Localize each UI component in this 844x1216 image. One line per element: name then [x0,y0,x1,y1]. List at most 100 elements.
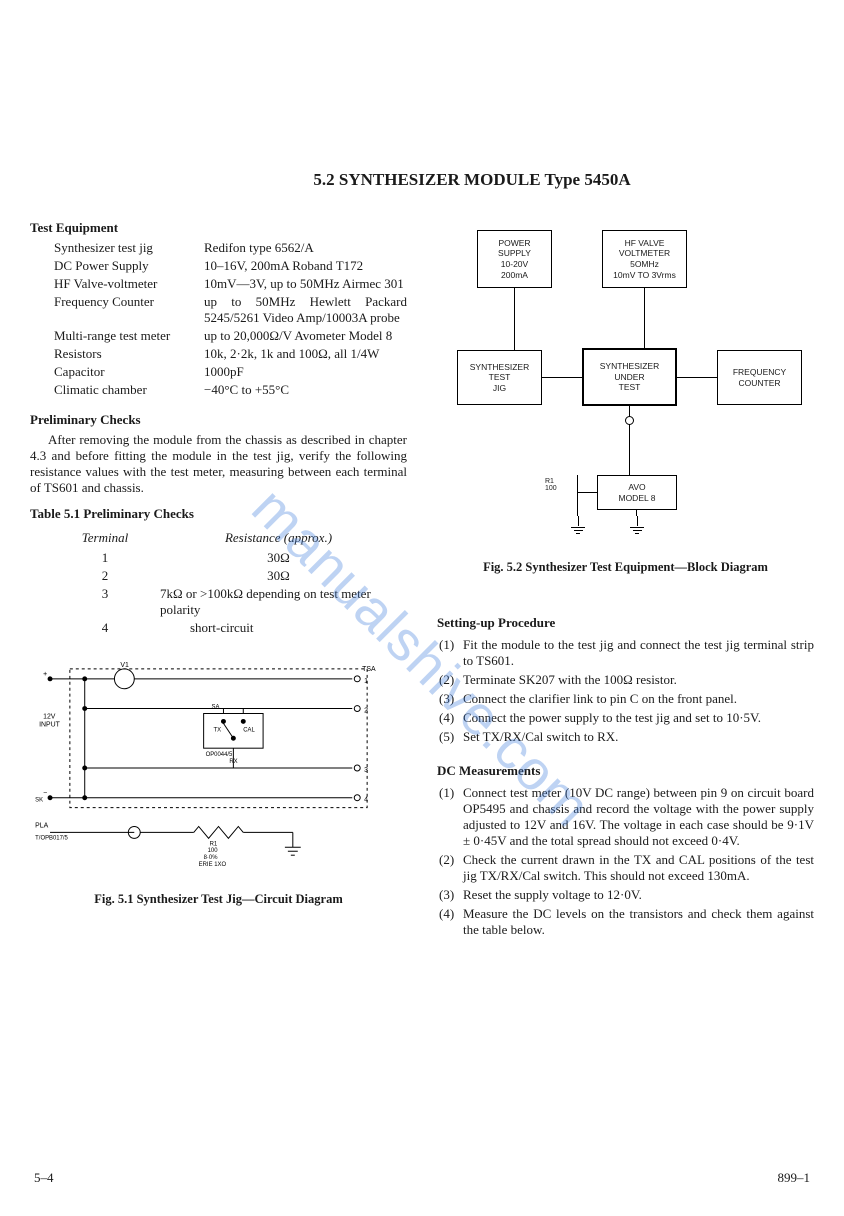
bd-connector [644,288,645,348]
bd-connector [636,510,637,516]
preliminary-checks-body: After removing the module from the chass… [30,432,407,496]
table-row: Climatic chamber−40°C to +55°C [54,382,407,398]
page-title: 5.2 SYNTHESIZER MODULE Type 5450A [130,170,814,190]
svg-text:ERIE 1XO: ERIE 1XO [199,862,227,868]
table-row: Capacitor1000pF [54,364,407,380]
svg-text:CAL: CAL [243,727,255,733]
equip-label: Capacitor [54,364,204,380]
two-column-layout: Test Equipment Synthesizer test jigRedif… [30,220,814,941]
cell: 2 [60,568,150,584]
list-item: (3)Connect the clarifier link to pin C o… [439,691,814,707]
bd-dut: SYNTHESIZERUNDERTEST [582,348,677,406]
equip-value: 1000pF [204,364,407,380]
table-row: 230Ω [60,568,407,584]
block-diagram-fig-5-2: POWERSUPPLY10-20V200mA HF VALVEVOLTMETER… [437,220,814,550]
equip-value: Redifon type 6562/A [204,240,407,256]
dc-measurements-heading: DC Measurements [437,763,814,779]
table-row: Multi-range test meterup to 20,000Ω/V Av… [54,328,407,344]
bd-connector [577,492,578,516]
equip-label: Multi-range test meter [54,328,204,344]
test-equipment-heading: Test Equipment [30,220,407,236]
bd-connector [542,377,582,378]
fig-5-1-caption: Fig. 5.1 Synthesizer Test Jig—Circuit Di… [30,892,407,907]
bd-connector [677,377,717,378]
equip-label: Frequency Counter [54,294,204,326]
svg-text:OP0044/5: OP0044/5 [206,752,233,758]
svg-text:4: 4 [364,797,368,804]
list-item: (2)Check the current drawn in the TX and… [439,852,814,884]
bd-voltmeter: HF VALVEVOLTMETER5OMHz10mV TO 3Vrms [602,230,687,288]
preliminary-checks-heading: Preliminary Checks [30,412,407,428]
page-number-right: 899–1 [778,1170,811,1186]
list-item: (3)Reset the supply voltage to 12·0V. [439,887,814,903]
equip-value: 10mV—3V, up to 50MHz Airmec 301 [204,276,407,292]
table-row: DC Power Supply10–16V, 200mA Roband T172 [54,258,407,274]
bd-avo: AVOMODEL 8 [597,475,677,510]
svg-text:+: + [43,671,47,678]
equip-value: −40°C to +55°C [204,382,407,398]
table-head: Terminal Resistance (approx.) [60,530,407,546]
table-row: 4short-circuit [60,620,407,636]
list-item: (1)Connect test meter (10V DC range) bet… [439,785,814,849]
table-row: 130Ω [60,550,407,566]
equip-value: up to 50MHz Hewlett Packard 5245/5261 Vi… [204,294,407,326]
svg-text:TSA: TSA [362,666,376,673]
table-5-1-heading: Table 5.1 Preliminary Checks [30,506,407,522]
cell: 30Ω [150,550,407,566]
svg-text:V1: V1 [120,662,129,669]
equip-label: Synthesizer test jig [54,240,204,256]
bd-frequency-counter: FREQUENCYCOUNTER [717,350,802,405]
left-column: Test Equipment Synthesizer test jigRedif… [30,220,407,941]
svg-text:12V: 12V [43,713,56,720]
table-row: 37kΩ or >100kΩ depending on test meter p… [60,586,407,618]
list-item: (5)Set TX/RX/Cal switch to RX. [439,729,814,745]
table-row: Frequency Counterup to 50MHz Hewlett Pac… [54,294,407,326]
setup-steps-list: (1)Fit the module to the test jig and co… [437,637,814,745]
bd-connector [577,475,578,493]
table-row: Synthesizer test jigRedifon type 6562/A [54,240,407,256]
equip-value: 10–16V, 200mA Roband T172 [204,258,407,274]
bd-connector [577,492,597,493]
dc-steps-list: (1)Connect test meter (10V DC range) bet… [437,785,814,938]
list-item: (2)Terminate SK207 with the 100Ω resisto… [439,672,814,688]
equip-label: Climatic chamber [54,382,204,398]
equipment-table: Synthesizer test jigRedifon type 6562/A … [30,240,407,398]
svg-text:100: 100 [208,848,219,854]
equip-value: up to 20,000Ω/V Avometer Model 8 [204,328,407,344]
svg-text:TX: TX [214,727,222,733]
bd-test-jig: SYNTHESIZERTESTJIG [457,350,542,405]
right-column: POWERSUPPLY10-20V200mA HF VALVEVOLTMETER… [437,220,814,941]
ground-icon [571,516,585,534]
cell: 7kΩ or >100kΩ depending on test meter po… [150,586,407,618]
bd-resistor-label: R1100 [545,478,557,492]
svg-text:SK: SK [35,798,43,804]
bd-node-icon [625,416,634,425]
svg-text:2: 2 [364,708,368,715]
circuit-diagram-fig-5-1: + V1 TSA 1 2 3 4 12V INPUT SA OP0044/5 T… [30,658,407,878]
svg-text:R1: R1 [210,841,218,847]
table-row: Resistors10k, 2·2k, 1k and 100Ω, all 1/4… [54,346,407,362]
bd-power-supply: POWERSUPPLY10-20V200mA [477,230,552,288]
col-terminal: Terminal [60,530,150,546]
svg-text:PLA: PLA [35,822,48,829]
cell: 1 [60,550,150,566]
svg-text:−: − [43,790,47,797]
equip-value: 10k, 2·2k, 1k and 100Ω, all 1/4W [204,346,407,362]
svg-text:T/OPB017/5: T/OPB017/5 [35,835,68,841]
ground-icon [630,516,644,534]
equip-label: DC Power Supply [54,258,204,274]
bd-connector [514,288,515,350]
page-number-left: 5–4 [34,1170,54,1186]
equip-label: HF Valve-voltmeter [54,276,204,292]
svg-text:INPUT: INPUT [39,721,61,728]
cell: short-circuit [150,620,407,636]
svg-text:8·0%: 8·0% [204,855,219,861]
fig-5-2-caption: Fig. 5.2 Synthesizer Test Equipment—Bloc… [437,560,814,575]
setting-up-heading: Setting-up Procedure [437,615,814,631]
list-item: (4)Measure the DC levels on the transist… [439,906,814,938]
svg-text:3: 3 [364,767,368,774]
svg-text:SA: SA [212,705,220,711]
preliminary-table: Terminal Resistance (approx.) 130Ω 230Ω … [30,530,407,636]
list-item: (1)Fit the module to the test jig and co… [439,637,814,669]
list-item: (4)Connect the power supply to the test … [439,710,814,726]
